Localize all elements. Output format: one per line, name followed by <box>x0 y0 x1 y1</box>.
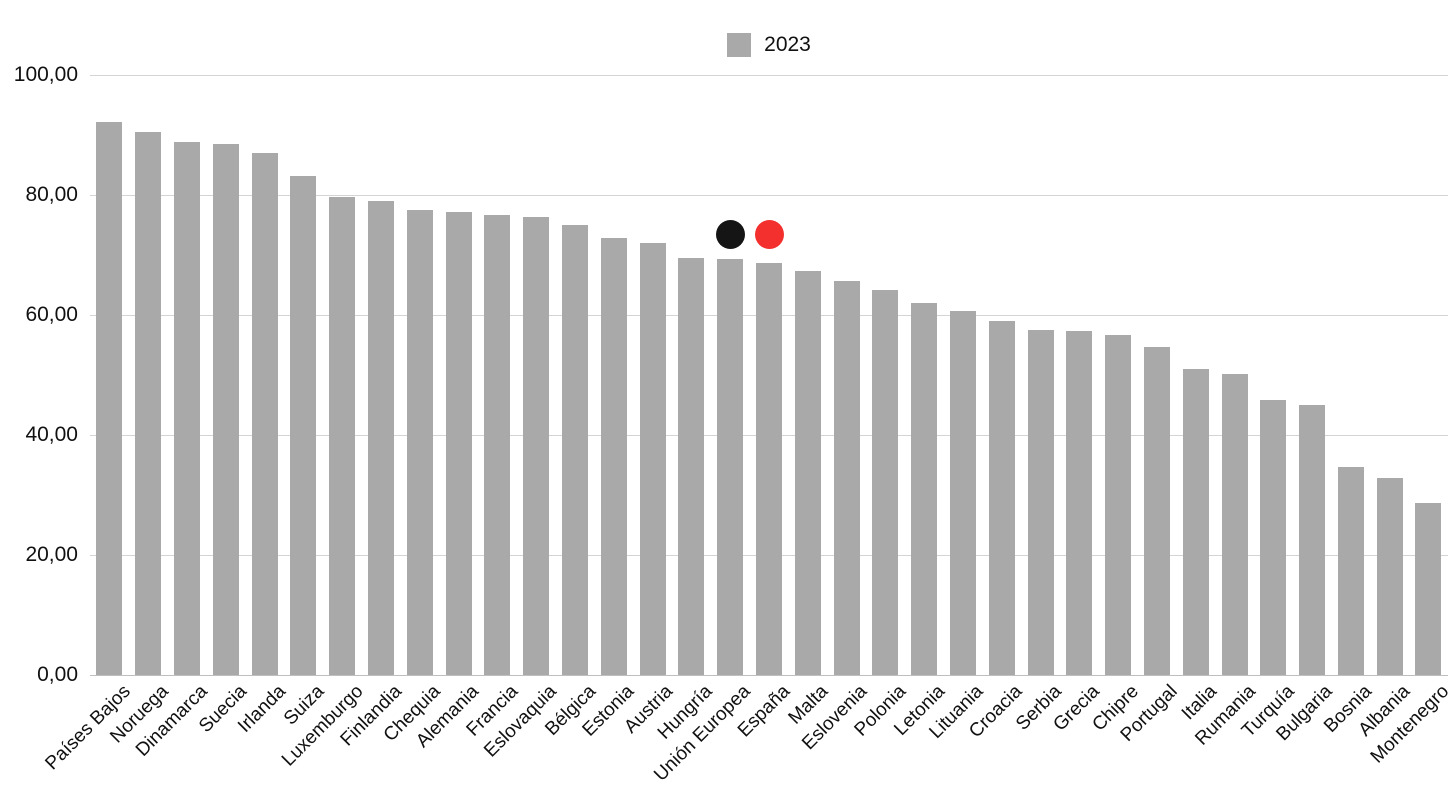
bar-slot <box>284 75 323 675</box>
bar-Bélgica <box>561 225 588 675</box>
bar-slot <box>672 75 711 675</box>
y-tick-label-0: 0,00 <box>37 663 78 686</box>
bar-slot <box>594 75 633 675</box>
bar-Bosnia <box>1337 466 1364 675</box>
bar-Polonia <box>872 290 899 675</box>
bar-slot <box>982 75 1021 675</box>
bar-Turquía <box>1260 400 1287 675</box>
eu-marker-dot <box>715 219 745 249</box>
bar-slot <box>1021 75 1060 675</box>
legend: 2023 <box>90 31 1448 59</box>
bar-Rumania <box>1221 373 1248 675</box>
bar-Austria <box>639 243 666 675</box>
x-axis: Países Bajos Noruega Dinamarca Suecia Irland… <box>41 681 1453 804</box>
gridline-80 <box>90 195 1448 196</box>
gridline-100 <box>90 75 1448 76</box>
bar-Bulgaria <box>1299 405 1326 675</box>
spain-marker-dot <box>754 219 784 249</box>
bar-slot <box>90 75 129 675</box>
bar-Luxemburgo <box>329 197 356 675</box>
y-tick-label-20: 20,00 <box>25 543 78 566</box>
bar-slot <box>362 75 401 675</box>
bar-Irlanda <box>251 153 278 675</box>
bar-Países Bajos <box>96 122 123 675</box>
bar-slot <box>1409 75 1448 675</box>
bar-slot <box>129 75 168 675</box>
bar-slot <box>827 75 866 675</box>
bar-Suecia <box>212 144 239 675</box>
bar-slot <box>1099 75 1138 675</box>
bar-slot <box>1060 75 1099 675</box>
bar-slot <box>556 75 595 675</box>
bar-slot <box>1215 75 1254 675</box>
bar-Eslovaquia <box>523 216 550 675</box>
bar-slot <box>1293 75 1332 675</box>
bar-Dinamarca <box>173 142 200 675</box>
bar-Eslovenia <box>833 280 860 675</box>
bar-Grecia <box>1066 330 1093 675</box>
bar-España <box>755 263 782 675</box>
bar-Francia <box>484 214 511 675</box>
y-tick-label-80: 80,00 <box>25 183 78 206</box>
bar-slot <box>866 75 905 675</box>
bar-slot <box>905 75 944 675</box>
bar-Unión Europea <box>717 258 744 675</box>
bar-Serbia <box>1027 330 1054 675</box>
gridline-0 <box>90 675 1448 676</box>
bar-Italia <box>1182 369 1209 675</box>
bar-slot <box>245 75 284 675</box>
bar-slot <box>323 75 362 675</box>
y-tick-label-60: 60,00 <box>25 303 78 326</box>
bar-Chequia <box>406 210 433 675</box>
bar-Chipre <box>1105 335 1132 675</box>
bar-Noruega <box>135 132 162 675</box>
bar-Finlandia <box>367 201 394 675</box>
bar-Portugal <box>1143 347 1170 675</box>
bar-slot <box>1176 75 1215 675</box>
bar-slot <box>788 75 827 675</box>
bar-slot <box>1254 75 1293 675</box>
bar-slot <box>711 75 750 675</box>
bar-slot <box>206 75 245 675</box>
bar-Suiza <box>290 175 317 675</box>
plot-area <box>90 75 1448 676</box>
bar-slot <box>750 75 789 675</box>
bar-Montenegro <box>1415 503 1442 675</box>
bar-Letonia <box>911 303 938 675</box>
bar-slot <box>478 75 517 675</box>
bar-Lituania <box>949 310 976 675</box>
bar-slot <box>1370 75 1409 675</box>
bar-slot <box>633 75 672 675</box>
bar-slot <box>168 75 207 675</box>
bar-slot <box>1332 75 1371 675</box>
bar-Croacia <box>988 321 1015 675</box>
bar-Alemania <box>445 211 472 675</box>
bar-Albania <box>1376 477 1403 675</box>
bar-slot <box>1138 75 1177 675</box>
bar-slot <box>400 75 439 675</box>
legend-label-2023: 2023 <box>764 33 811 56</box>
bar-slot <box>439 75 478 675</box>
y-tick-label-100: 100,00 <box>13 63 78 86</box>
bar-Estonia <box>600 238 627 675</box>
bar-slot <box>517 75 556 675</box>
bar-Malta <box>794 270 821 675</box>
bar-Hungría <box>678 258 705 675</box>
bar-slot <box>944 75 983 675</box>
legend-swatch-2023 <box>727 33 752 57</box>
y-tick-label-40: 40,00 <box>25 423 78 446</box>
bars-group <box>90 75 1448 675</box>
